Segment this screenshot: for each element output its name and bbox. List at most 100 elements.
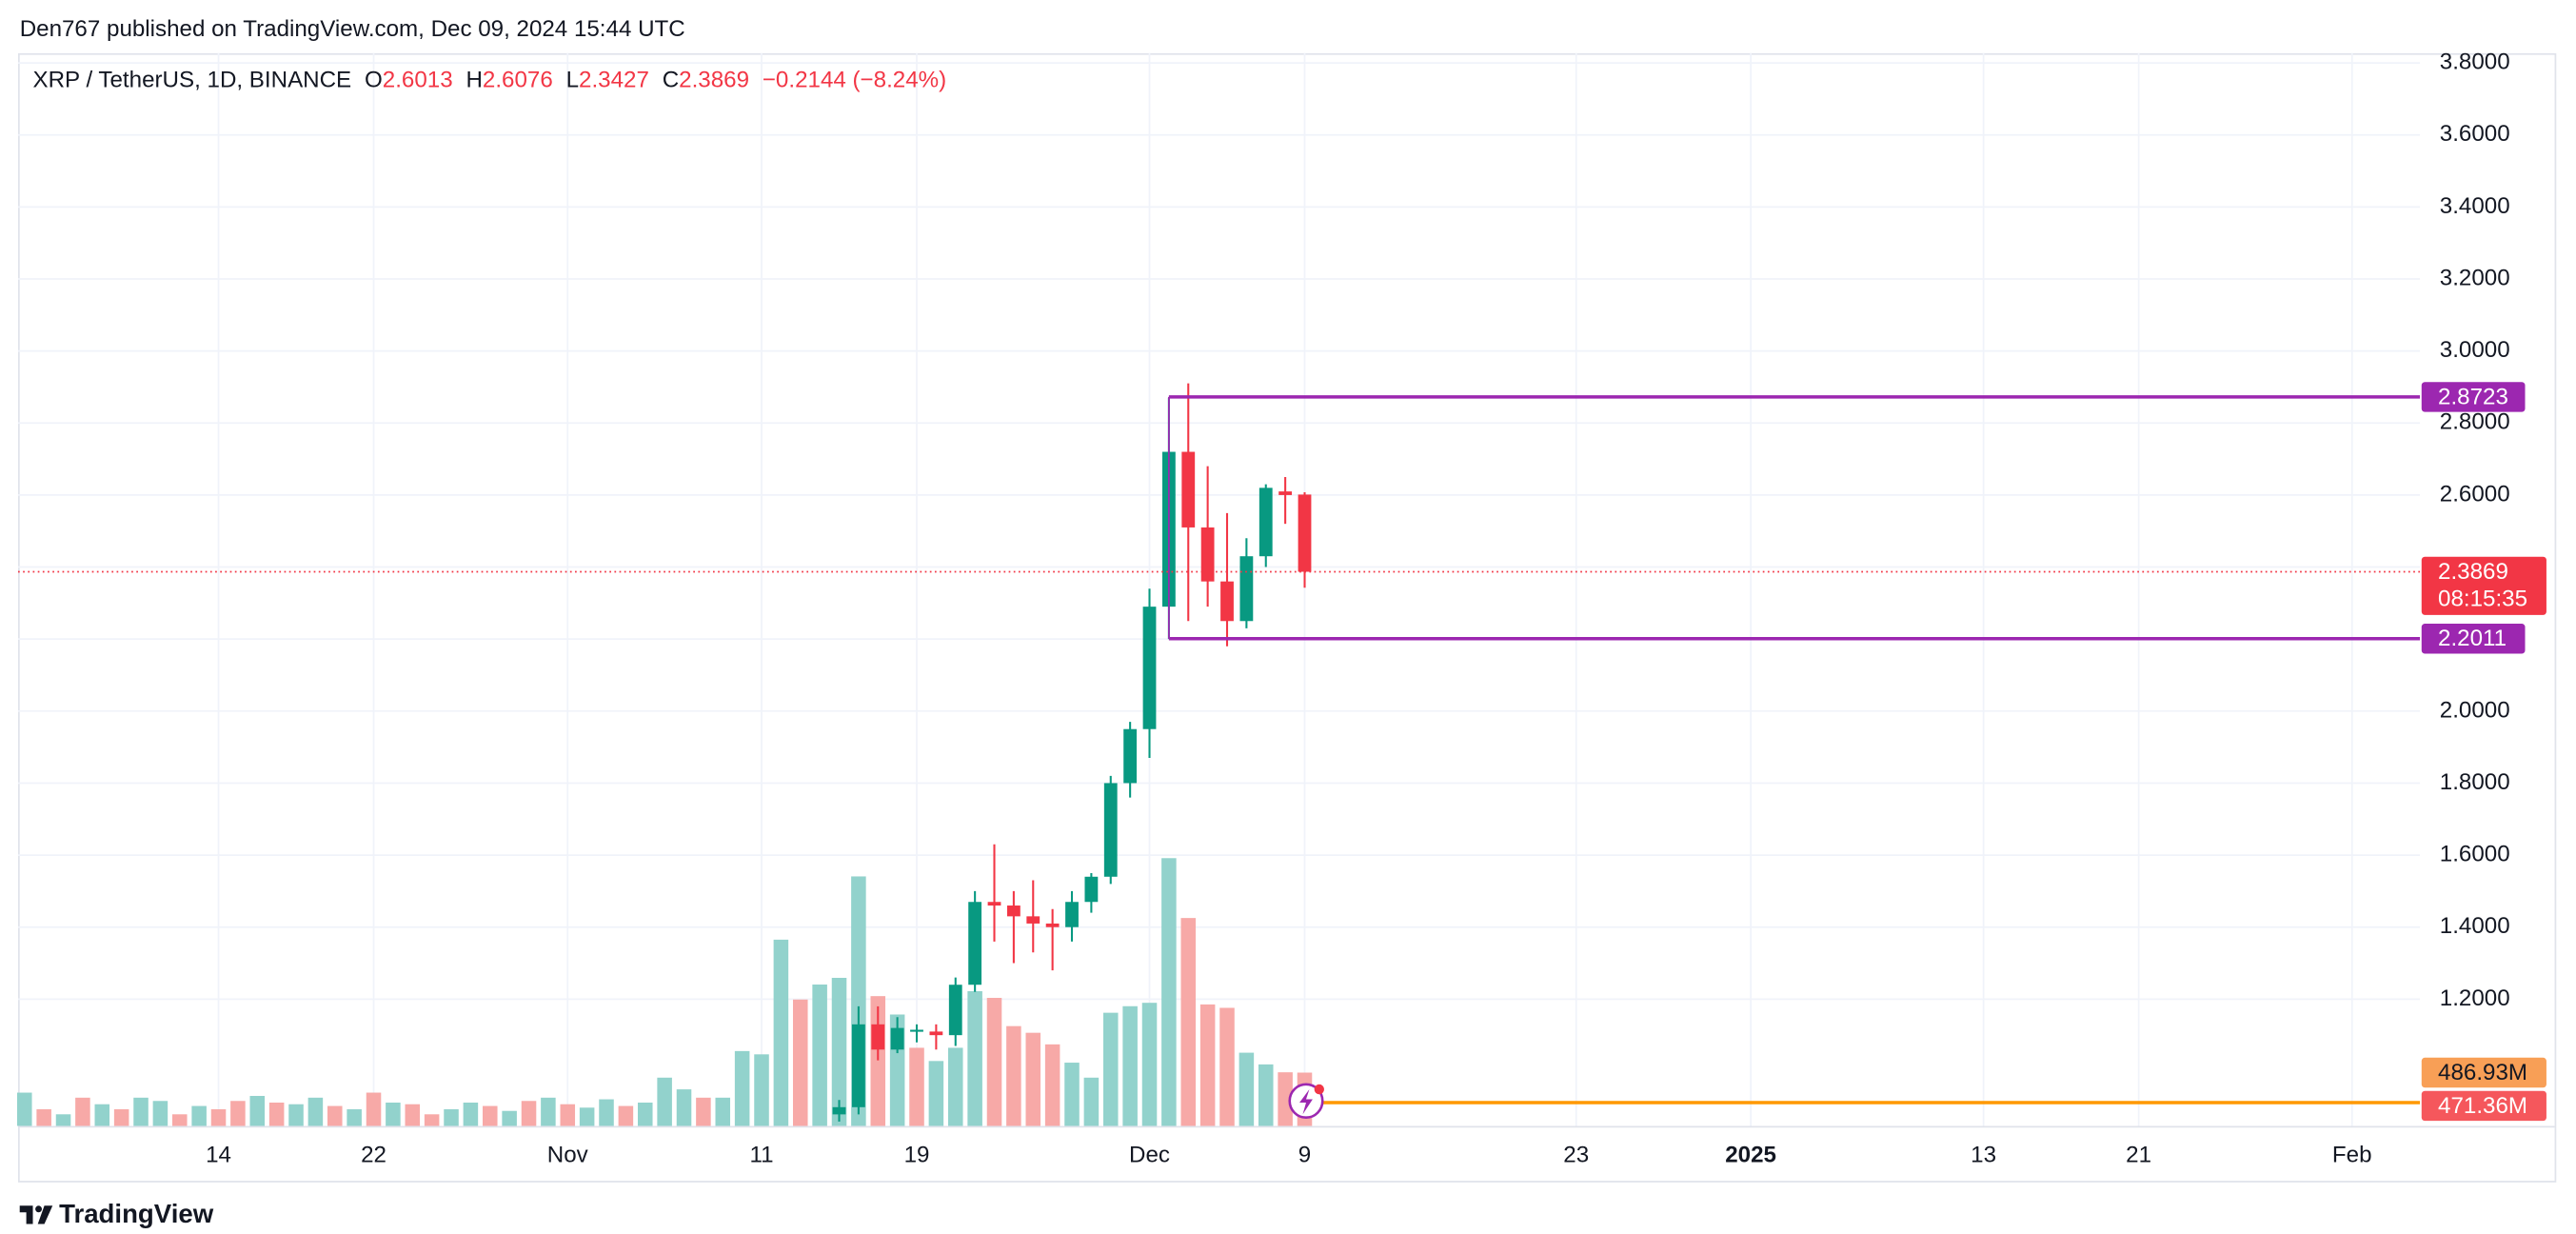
candle-body xyxy=(1123,728,1138,784)
volume-bar xyxy=(1064,1063,1080,1126)
volume-bar xyxy=(1278,1072,1293,1126)
logo-mark xyxy=(37,1205,53,1224)
candle-body xyxy=(1065,902,1079,927)
volume-bar xyxy=(1238,1052,1255,1126)
volume-bar xyxy=(928,1061,944,1126)
candle-body xyxy=(1181,451,1196,527)
level-label: 2.2011 xyxy=(2438,626,2507,651)
x-tick-label: 2025 xyxy=(1725,1142,1776,1167)
legend-value: 2.6076 xyxy=(483,68,553,93)
volume-bar xyxy=(1025,1032,1041,1126)
volume-bar xyxy=(483,1105,498,1126)
volume-bar xyxy=(268,1102,285,1126)
y-tick-label: 1.4000 xyxy=(2440,913,2510,939)
volume-bar xyxy=(831,977,847,1126)
volume-bar xyxy=(55,1114,71,1126)
frame xyxy=(17,52,2557,1183)
logo xyxy=(19,1205,53,1224)
candle-body xyxy=(1239,556,1254,622)
volume-bar xyxy=(405,1104,421,1126)
candle-body xyxy=(1045,923,1060,927)
volume-bar xyxy=(249,1095,266,1126)
volume-bar xyxy=(133,1097,149,1126)
volume-bar xyxy=(1122,1005,1138,1126)
x-tick-label: Nov xyxy=(547,1142,589,1167)
volume-bar xyxy=(560,1104,576,1126)
volume-bar xyxy=(618,1105,634,1126)
candle-body xyxy=(929,1031,943,1036)
x-tick-label: 23 xyxy=(1563,1142,1589,1167)
y-tick-label: 3.4000 xyxy=(2440,193,2510,219)
volume-label-box xyxy=(2421,1057,2546,1088)
legend-key: L xyxy=(566,68,579,93)
volume-bar xyxy=(676,1089,692,1126)
volume-bar xyxy=(773,939,789,1126)
candle-body xyxy=(968,902,982,985)
y-tick-label: 3.6000 xyxy=(2440,121,2510,147)
candle-body xyxy=(1103,783,1118,877)
y-tick-label: 1.8000 xyxy=(2440,769,2510,795)
volume-bar xyxy=(734,1050,750,1126)
volume-bar xyxy=(152,1101,168,1126)
candle-body xyxy=(1026,916,1040,924)
legend-change: −0.2144 (−8.24%) xyxy=(763,68,946,93)
header: Den767 published on TradingView.com, Dec… xyxy=(20,16,685,42)
volume-bar xyxy=(347,1109,362,1126)
x-tick-label: 9 xyxy=(1298,1142,1311,1167)
candle-body xyxy=(851,1024,865,1107)
countdown-label: 08:15:35 xyxy=(2438,587,2527,612)
volume-bar xyxy=(17,1092,32,1126)
y-tick-label: 2.6000 xyxy=(2440,481,2510,507)
volume-bar xyxy=(327,1105,343,1126)
volume-bar xyxy=(172,1114,188,1126)
volume-bar xyxy=(113,1109,129,1126)
volume-bar xyxy=(812,984,827,1126)
legend-key: C xyxy=(663,68,679,93)
volume-bar xyxy=(36,1109,51,1126)
volume-bar xyxy=(947,1047,963,1126)
level-label-box xyxy=(2421,382,2526,412)
level-label-box xyxy=(2421,624,2526,654)
y-tick-label: 1.6000 xyxy=(2440,841,2510,866)
volume-bar xyxy=(463,1102,479,1126)
volume-bar xyxy=(1219,1007,1235,1126)
volume-bar xyxy=(386,1102,401,1126)
logo-mark xyxy=(19,1205,33,1224)
y-tick-label: 2.8000 xyxy=(2440,409,2510,435)
legend-symbol: XRP / TetherUS, 1D, BINANCE xyxy=(33,68,352,93)
candle-body xyxy=(1084,876,1099,903)
legend-value: 2.3427 xyxy=(579,68,649,93)
last-price-box xyxy=(2421,556,2546,615)
legend-key: H xyxy=(466,68,482,93)
candle-body xyxy=(1278,491,1293,495)
volume-bar xyxy=(579,1107,595,1126)
volume-bar xyxy=(191,1105,207,1126)
volume-ma-label: 471.36M xyxy=(2438,1093,2527,1119)
volume-bar xyxy=(288,1104,304,1126)
candle-body xyxy=(1220,581,1234,622)
volume-bar xyxy=(1083,1077,1100,1126)
volume-bar xyxy=(715,1097,731,1126)
volume-bar xyxy=(230,1101,246,1126)
legend: XRP / TetherUS, 1D, BINANCE O2.6013 H2.607… xyxy=(33,68,947,93)
x-tick-label: 21 xyxy=(2126,1142,2151,1167)
volume-bar xyxy=(366,1092,382,1126)
volume-bar xyxy=(1258,1064,1274,1126)
volume-bar xyxy=(909,1047,924,1126)
volume-bar xyxy=(1141,1003,1158,1126)
level-label: 2.8723 xyxy=(2438,384,2508,409)
y-tick-label: 1.2000 xyxy=(2440,985,2510,1011)
volume-bar xyxy=(657,1077,672,1126)
x-tick-label: 13 xyxy=(1971,1142,1996,1167)
x-tick-label: 11 xyxy=(749,1142,773,1167)
candle-body xyxy=(871,1024,885,1050)
candle-body xyxy=(948,985,962,1036)
volume-bar xyxy=(792,999,808,1126)
y-tick-label: 3.8000 xyxy=(2440,49,2510,74)
y-tick-label: 3.2000 xyxy=(2440,265,2510,290)
volume-bar xyxy=(1044,1044,1060,1126)
candle-body xyxy=(1298,494,1312,572)
last-price-label: 2.3869 xyxy=(2438,559,2508,585)
